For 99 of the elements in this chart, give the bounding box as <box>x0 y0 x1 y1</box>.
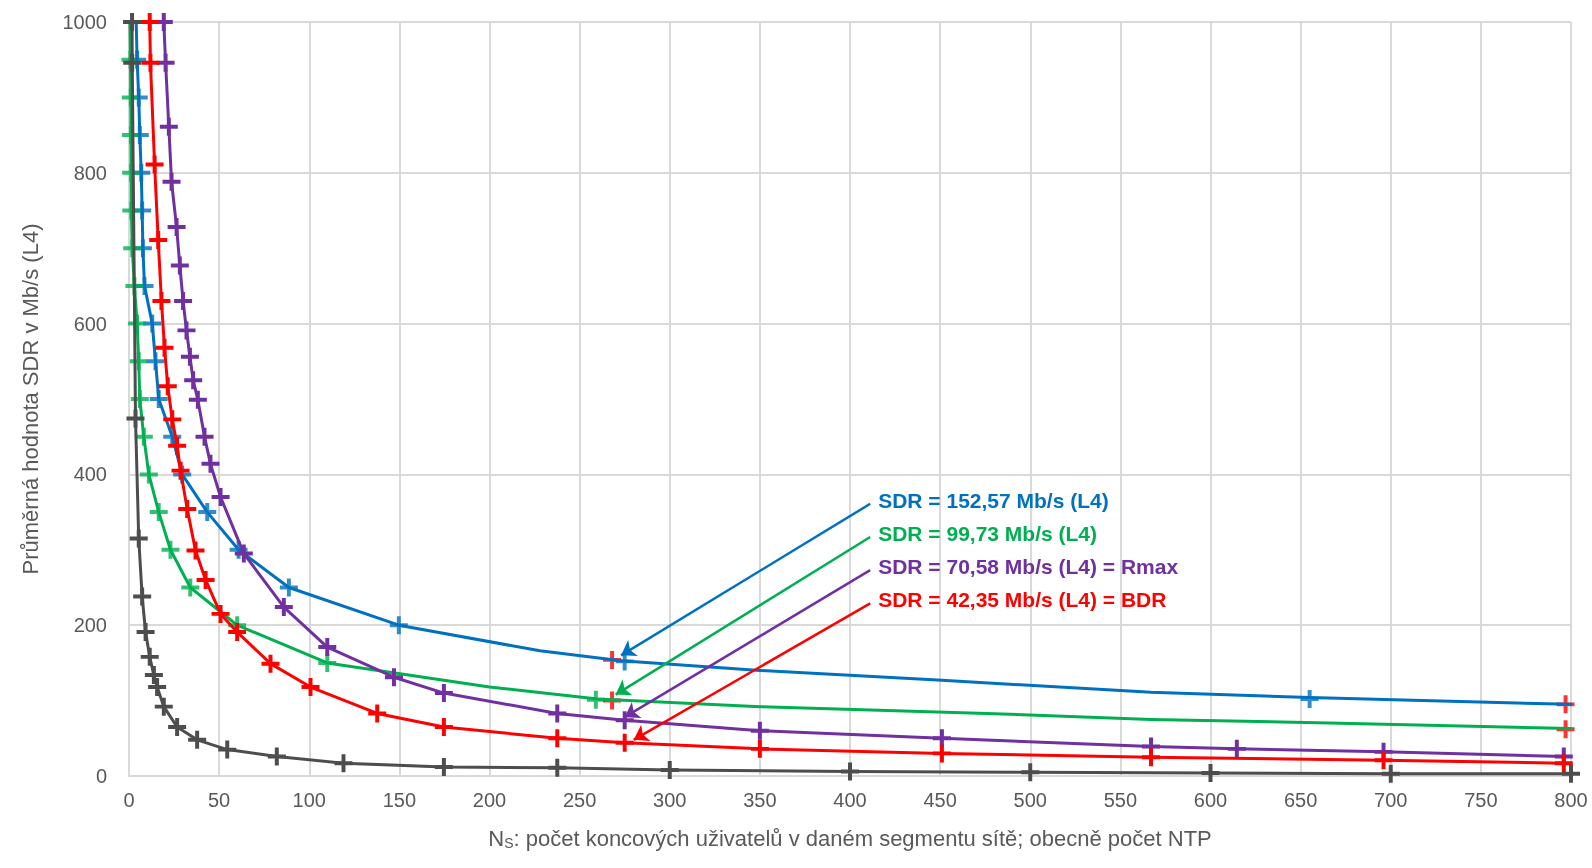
point <box>211 488 230 507</box>
x-tick-label: 350 <box>743 789 777 811</box>
x-tick-label: 300 <box>653 789 687 811</box>
point <box>932 744 951 763</box>
annotation: SDR = 42,35 Mb/s (L4) = BDR <box>878 588 1167 612</box>
point <box>1381 764 1400 783</box>
x-tick-label: 200 <box>472 789 507 811</box>
point <box>434 684 453 703</box>
point <box>548 729 567 748</box>
x-tick-label: 500 <box>1013 789 1047 811</box>
point <box>228 622 247 641</box>
point <box>218 740 237 759</box>
point <box>334 754 353 773</box>
point <box>201 454 220 473</box>
point <box>548 758 567 777</box>
point <box>167 218 186 237</box>
point <box>1554 754 1573 773</box>
point <box>152 291 171 310</box>
point <box>434 757 453 776</box>
x-tick-label: 100 <box>292 789 326 811</box>
point <box>211 604 230 623</box>
point <box>141 53 160 72</box>
point <box>148 678 167 697</box>
point <box>140 647 159 666</box>
x-tick-label: 700 <box>1374 789 1408 811</box>
point <box>186 541 205 560</box>
point <box>195 427 214 446</box>
point <box>660 760 679 779</box>
point <box>384 668 403 687</box>
x-axis-title: NS: počet koncových uživatelů v daném segmentu sítě; obecně počet NTP <box>488 825 1212 851</box>
point <box>318 638 337 657</box>
x-tick-label: 750 <box>1464 789 1498 811</box>
point <box>168 717 187 736</box>
point <box>196 570 215 589</box>
point <box>234 544 253 563</box>
point <box>178 500 197 519</box>
point <box>1201 763 1220 782</box>
point <box>615 733 634 752</box>
point <box>168 436 187 455</box>
point <box>750 721 769 740</box>
x-tick-label: 450 <box>923 789 957 811</box>
x-tick-label: 600 <box>1193 789 1228 811</box>
y-tick-label: 800 <box>73 161 107 184</box>
point <box>548 704 567 723</box>
x-tick-label: 0 <box>123 789 135 811</box>
y-tick-label: 600 <box>73 312 107 335</box>
x-tick-label: 250 <box>562 789 597 811</box>
point <box>162 172 181 191</box>
point <box>170 256 189 275</box>
point <box>184 371 203 390</box>
point <box>188 730 207 749</box>
point <box>1021 763 1040 782</box>
point <box>615 711 634 730</box>
point <box>1227 739 1246 758</box>
y-tick-label: 0 <box>95 765 107 787</box>
x-tick-label: 650 <box>1283 789 1318 811</box>
x-tick-label: 400 <box>833 789 867 811</box>
point <box>154 697 173 716</box>
point <box>156 53 175 72</box>
point <box>180 347 199 366</box>
x-tick-label: 800 <box>1554 789 1588 811</box>
point <box>133 587 152 606</box>
point <box>261 654 280 673</box>
point <box>368 704 387 723</box>
point <box>140 13 159 31</box>
point <box>145 155 164 174</box>
point <box>171 461 190 480</box>
point <box>750 739 769 758</box>
point <box>177 321 196 340</box>
point <box>188 390 207 409</box>
point <box>158 377 177 396</box>
y-tick-label: 1000 <box>62 11 107 33</box>
point <box>129 529 148 548</box>
annotation: SDR = 70,58 Mb/s (L4) = Rmax <box>878 555 1179 579</box>
point <box>155 338 174 357</box>
x-tick-label: 150 <box>382 789 417 811</box>
point <box>159 117 178 136</box>
point <box>274 598 293 617</box>
y-axis-title: Průměrná hodnota SDR v Mb/s (L4) <box>17 223 43 575</box>
point <box>163 410 182 429</box>
point <box>174 291 193 310</box>
point <box>267 747 286 766</box>
annotation: SDR = 99,73 Mb/s (L4) <box>878 521 1098 545</box>
point <box>841 762 859 781</box>
point <box>144 665 163 684</box>
point <box>434 717 453 736</box>
y-tick-label: 200 <box>73 614 107 637</box>
x-tick-label: 550 <box>1103 789 1138 811</box>
y-tick-label: 400 <box>73 463 107 486</box>
point <box>301 678 320 697</box>
point <box>149 230 168 249</box>
point <box>136 622 155 641</box>
point <box>1374 751 1393 770</box>
point <box>123 13 142 31</box>
point <box>126 409 145 428</box>
point <box>1562 764 1580 783</box>
point <box>1142 748 1161 767</box>
x-tick-label: 50 <box>208 789 231 811</box>
annotation: SDR = 152,57 Mb/s (L4) <box>878 488 1109 512</box>
